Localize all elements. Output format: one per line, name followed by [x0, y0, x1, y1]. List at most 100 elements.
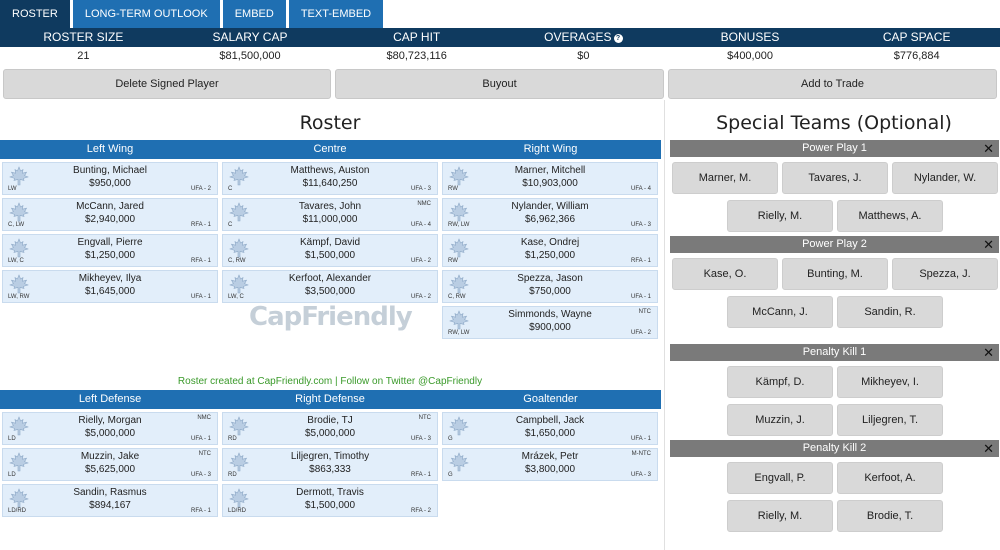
delete-signed-player-button[interactable]: Delete Signed Player: [3, 69, 331, 99]
player-card[interactable]: LW, RW Mikheyev, Ilya $1,645,000 UFA - 1: [2, 270, 218, 303]
player-card[interactable]: LD/RD Sandin, Rasmus $894,167 RFA - 1: [2, 484, 218, 517]
tab-roster[interactable]: ROSTER: [0, 0, 70, 28]
special-team-player[interactable]: Marner, M.: [672, 162, 778, 194]
overages-value: $0: [577, 50, 590, 62]
player-card[interactable]: G Campbell, Jack $1,650,000 UFA - 1: [442, 412, 658, 445]
add-to-trade-button[interactable]: Add to Trade: [668, 69, 997, 99]
player-card[interactable]: LD/RD Dermott, Travis $1,500,000 RFA - 2: [222, 484, 438, 517]
player-contract-status: UFA - 3: [410, 186, 431, 192]
maple-leaf-icon: [8, 274, 30, 294]
special-team-player[interactable]: Matthews, A.: [837, 200, 943, 232]
column-header-goaltender: Goaltender: [440, 390, 661, 409]
player-card[interactable]: C, RW Kämpf, David $1,500,000 UFA - 2: [222, 234, 438, 267]
player-name[interactable]: Brodie, TJ: [307, 415, 353, 426]
special-team-player[interactable]: Rielly, M.: [727, 200, 833, 232]
close-icon[interactable]: ✕: [983, 237, 994, 252]
player-name[interactable]: Muzzin, Jake: [80, 451, 140, 462]
tab-long-term-outlook[interactable]: LONG-TERM OUTLOOK: [72, 0, 220, 28]
player-name[interactable]: Liljegren, Timothy: [290, 451, 370, 462]
column-header-right-wing: Right Wing: [440, 140, 661, 159]
maple-leaf-svg: [449, 238, 469, 258]
special-team-player[interactable]: Rielly, M.: [727, 500, 833, 532]
player-name[interactable]: Mrázek, Petr: [521, 451, 579, 462]
player-card[interactable]: RW, LW Nylander, William $6,962,366 UFA - 3: [442, 198, 658, 231]
player-name[interactable]: Sandin, Rasmus: [73, 487, 147, 498]
special-team-player[interactable]: Kerfoot, A.: [837, 462, 943, 494]
player-card[interactable]: LD Muzzin, Jake $5,625,000 NTC UFA - 3: [2, 448, 218, 481]
tab-text-embed[interactable]: TEXT-EMBED: [288, 0, 384, 28]
player-salary: $3,500,000: [304, 286, 356, 297]
cap-hit-value: $80,723,116: [386, 50, 447, 62]
special-team-player[interactable]: Kämpf, D.: [727, 366, 833, 398]
player-salary: $6,962,366: [524, 214, 576, 225]
player-card[interactable]: RW Marner, Mitchell $10,903,000 UFA - 4: [442, 162, 658, 195]
special-team-title: Power Play 2: [802, 238, 867, 250]
player-card[interactable]: G Mrázek, Petr $3,800,000 M-NTC UFA - 3: [442, 448, 658, 481]
help-icon[interactable]: ?: [613, 34, 623, 43]
player-name[interactable]: Kerfoot, Alexander: [288, 273, 372, 284]
special-team-player[interactable]: Spezza, J.: [892, 258, 998, 290]
maple-leaf-icon: [8, 416, 30, 436]
player-name[interactable]: Dermott, Travis: [296, 487, 364, 498]
special-team-player[interactable]: Kase, O.: [672, 258, 778, 290]
special-team-player[interactable]: Sandin, R.: [837, 296, 943, 328]
player-name[interactable]: Nylander, William: [511, 201, 589, 212]
player-card[interactable]: LD Rielly, Morgan $5,000,000 NMC UFA - 1: [2, 412, 218, 445]
player-card[interactable]: C, LW McCann, Jared $2,940,000 RFA - 1: [2, 198, 218, 231]
player-card[interactable]: LW Bunting, Michael $950,000 UFA - 2: [2, 162, 218, 195]
tab-embed[interactable]: EMBED: [222, 0, 286, 28]
player-card[interactable]: LW, C Engvall, Pierre $1,250,000 RFA - 1: [2, 234, 218, 267]
player-contract-status: UFA - 1: [630, 436, 651, 442]
player-position: C, RW: [228, 258, 246, 264]
player-card[interactable]: LW, C Kerfoot, Alexander $3,500,000 UFA - 2: [222, 270, 438, 303]
column-header-centre: Centre: [220, 140, 440, 159]
player-contract-status: RFA - 1: [190, 222, 211, 228]
player-contract-status: RFA - 2: [410, 508, 431, 514]
summary-header-cap-hit: CAP HIT: [393, 30, 441, 44]
player-card[interactable]: C, RW Spezza, Jason $750,000 UFA - 1: [442, 270, 658, 303]
player-salary: $1,650,000: [524, 428, 576, 439]
player-card[interactable]: RW Kase, Ondrej $1,250,000 RFA - 1: [442, 234, 658, 267]
player-name[interactable]: Campbell, Jack: [515, 415, 585, 426]
buyout-button[interactable]: Buyout: [335, 69, 664, 99]
player-name[interactable]: Spezza, Jason: [517, 273, 583, 284]
player-contract-status: RFA - 1: [630, 258, 651, 264]
special-team-player[interactable]: Bunting, M.: [782, 258, 888, 290]
special-team-player[interactable]: Mikheyev, I.: [837, 366, 943, 398]
player-card[interactable]: C Matthews, Auston $11,640,250 UFA - 3: [222, 162, 438, 195]
player-name[interactable]: McCann, Jared: [76, 201, 144, 212]
special-team-player[interactable]: Muzzin, J.: [727, 404, 833, 436]
player-name[interactable]: Kase, Ondrej: [520, 237, 580, 248]
player-name[interactable]: Bunting, Michael: [73, 165, 147, 176]
maple-leaf-svg: [229, 166, 249, 186]
player-name[interactable]: Kämpf, David: [299, 237, 361, 248]
player-position: RW: [448, 186, 458, 192]
special-team-player[interactable]: Brodie, T.: [837, 500, 943, 532]
maple-leaf-icon: [448, 202, 470, 222]
roster-size-value: 21: [77, 50, 90, 62]
player-name[interactable]: Tavares, John: [298, 201, 362, 212]
player-name[interactable]: Engvall, Pierre: [77, 237, 143, 248]
special-team-player[interactable]: McCann, J.: [727, 296, 833, 328]
player-name[interactable]: Simmonds, Wayne: [508, 309, 592, 320]
player-card[interactable]: C Tavares, John $11,000,000 NMC UFA - 4: [222, 198, 438, 231]
close-icon[interactable]: ✕: [983, 141, 994, 156]
player-salary: $2,940,000: [84, 214, 136, 225]
player-name[interactable]: Mikheyev, Ilya: [78, 273, 142, 284]
maple-leaf-svg: [229, 452, 249, 472]
special-team-player[interactable]: Liljegren, T.: [837, 404, 943, 436]
special-team-player[interactable]: Engvall, P.: [727, 462, 833, 494]
player-contract-status: UFA - 1: [630, 294, 651, 300]
close-icon[interactable]: ✕: [983, 441, 994, 456]
player-name[interactable]: Matthews, Auston: [290, 165, 370, 176]
player-name[interactable]: Rielly, Morgan: [78, 415, 142, 426]
special-team-player[interactable]: Tavares, J.: [782, 162, 888, 194]
special-team-player[interactable]: Nylander, W.: [892, 162, 998, 194]
player-name[interactable]: Marner, Mitchell: [514, 165, 586, 176]
player-card[interactable]: RD Liljegren, Timothy $863,333 RFA - 1: [222, 448, 438, 481]
player-card[interactable]: RW, LW Simmonds, Wayne $900,000 NTC UFA - 2: [442, 306, 658, 339]
player-salary: $11,640,250: [302, 178, 358, 189]
overages-label: OVERAGES: [544, 30, 612, 44]
player-card[interactable]: RD Brodie, TJ $5,000,000 NTC UFA - 3: [222, 412, 438, 445]
close-icon[interactable]: ✕: [983, 345, 994, 360]
